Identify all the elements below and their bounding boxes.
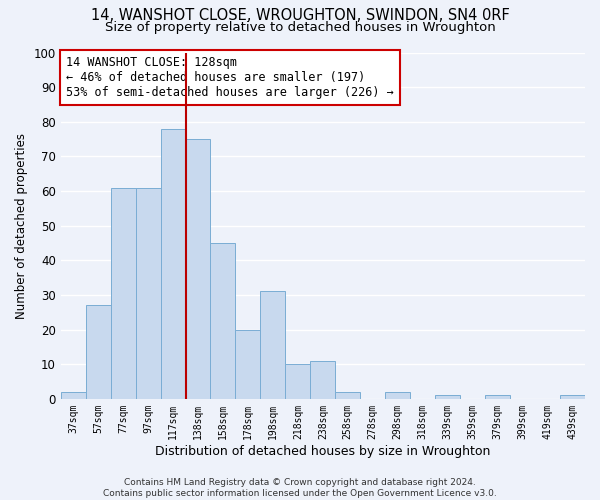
Text: Size of property relative to detached houses in Wroughton: Size of property relative to detached ho… xyxy=(104,22,496,35)
Bar xyxy=(560,396,585,399)
Bar xyxy=(310,360,335,399)
Bar xyxy=(161,128,185,399)
Bar xyxy=(235,330,260,399)
Bar xyxy=(335,392,360,399)
Bar xyxy=(136,188,161,399)
Bar xyxy=(185,139,211,399)
Bar xyxy=(110,188,136,399)
Bar xyxy=(86,306,110,399)
Text: 14 WANSHOT CLOSE: 128sqm
← 46% of detached houses are smaller (197)
53% of semi-: 14 WANSHOT CLOSE: 128sqm ← 46% of detach… xyxy=(66,56,394,99)
Bar xyxy=(61,392,86,399)
Bar xyxy=(435,396,460,399)
Text: Contains HM Land Registry data © Crown copyright and database right 2024.
Contai: Contains HM Land Registry data © Crown c… xyxy=(103,478,497,498)
Bar xyxy=(260,292,286,399)
X-axis label: Distribution of detached houses by size in Wroughton: Distribution of detached houses by size … xyxy=(155,444,491,458)
Text: 14, WANSHOT CLOSE, WROUGHTON, SWINDON, SN4 0RF: 14, WANSHOT CLOSE, WROUGHTON, SWINDON, S… xyxy=(91,8,509,22)
Y-axis label: Number of detached properties: Number of detached properties xyxy=(15,132,28,318)
Bar xyxy=(211,243,235,399)
Bar xyxy=(485,396,510,399)
Bar xyxy=(286,364,310,399)
Bar xyxy=(385,392,410,399)
